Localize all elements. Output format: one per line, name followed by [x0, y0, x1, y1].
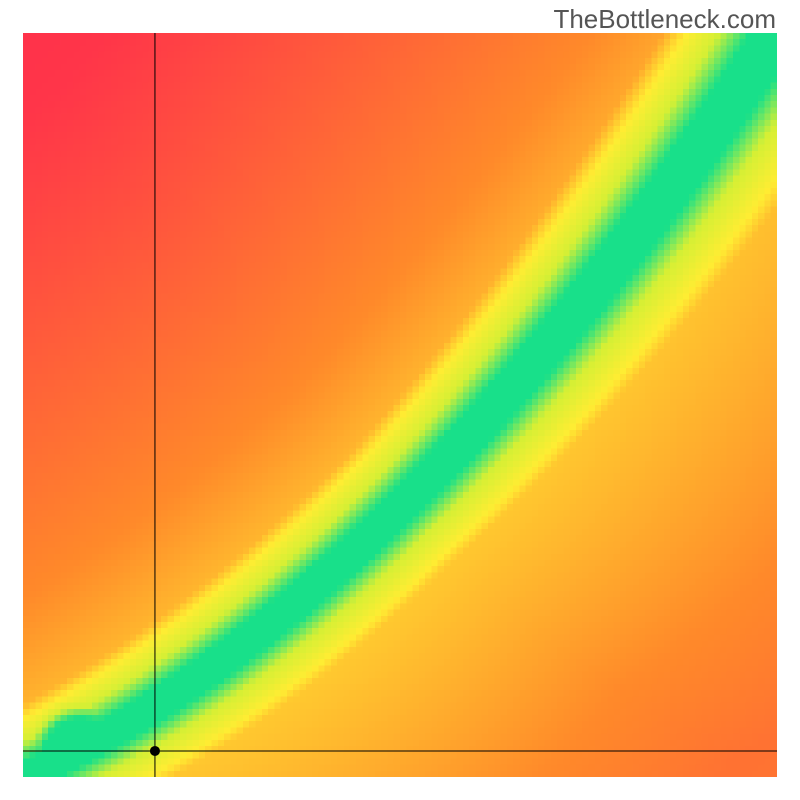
bottleneck-heatmap	[23, 33, 777, 777]
watermark-text: TheBottleneck.com	[553, 4, 776, 35]
chart-container: TheBottleneck.com	[0, 0, 800, 800]
